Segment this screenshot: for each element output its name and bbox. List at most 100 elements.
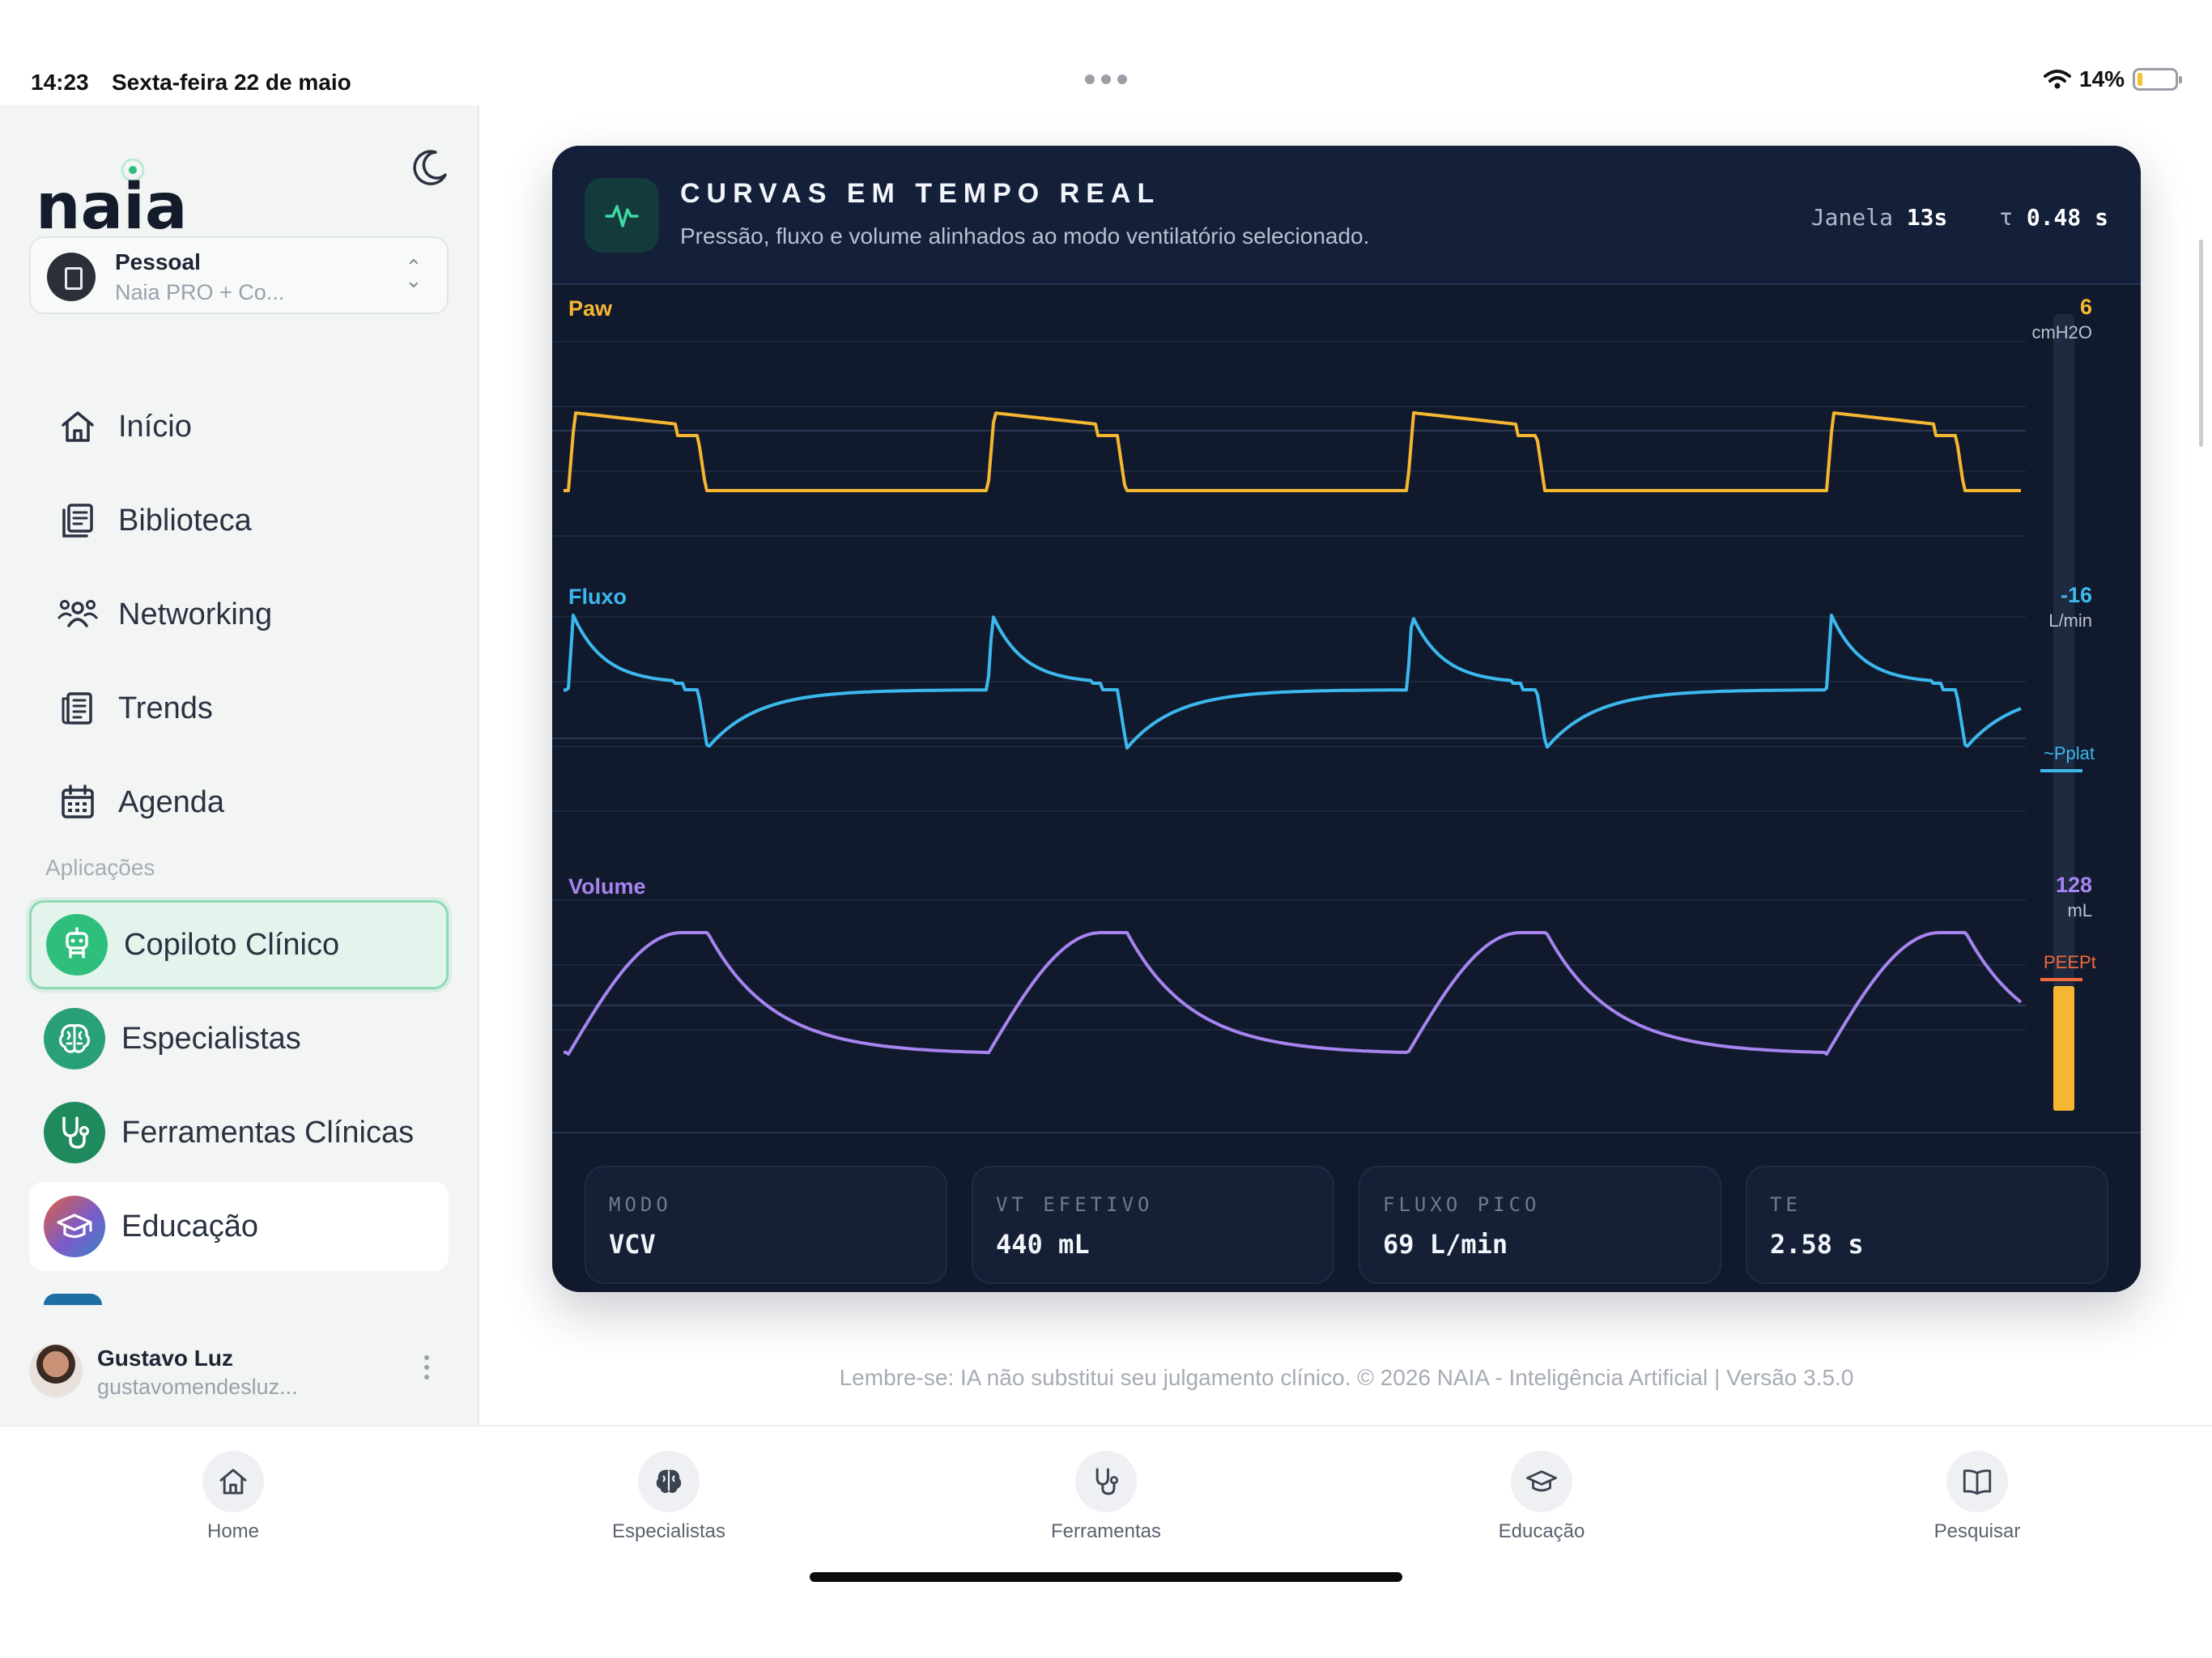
nav-item-agenda[interactable]: Agenda bbox=[29, 766, 449, 839]
tab-label: Educação bbox=[1498, 1520, 1585, 1542]
sidebar: naia Pessoal Naia PRO + Co... ⌃ ⌄ Início … bbox=[0, 105, 479, 1425]
peep-marker bbox=[2040, 978, 2082, 981]
app-item-educacao[interactable]: Educação bbox=[29, 1182, 449, 1271]
book-icon bbox=[1946, 1451, 2008, 1512]
status-time: 14:23 bbox=[31, 70, 89, 95]
stat-value: 2.58 s bbox=[1770, 1229, 1864, 1260]
pressure-gauge-track bbox=[2053, 314, 2074, 1111]
nav-item-trends[interactable]: Trends bbox=[29, 672, 449, 745]
home-indicator[interactable] bbox=[810, 1572, 1402, 1582]
stat-key: TE bbox=[1770, 1193, 1802, 1216]
more-vertical-icon[interactable] bbox=[424, 1355, 431, 1384]
tab-home[interactable]: Home bbox=[144, 1451, 322, 1548]
nav-item-label: Trends bbox=[118, 691, 213, 725]
panel-title: CURVAS EM TEMPO REAL bbox=[680, 178, 1161, 209]
bottom-tab-bar: Home Especialistas Ferramentas Educação … bbox=[0, 1425, 2212, 1658]
tab-label: Especialistas bbox=[611, 1520, 726, 1542]
stat-card-peak-flow: FLUXO PICO 69 L/min bbox=[1359, 1166, 1721, 1284]
workspace-plan: Naia PRO + Co... bbox=[115, 280, 285, 304]
flow-label: Fluxo bbox=[568, 585, 627, 609]
tab-label: Ferramentas bbox=[1050, 1520, 1162, 1542]
app-item-ferramentas-clinicas[interactable]: Ferramentas Clínicas bbox=[29, 1088, 449, 1177]
naia-logo: naia bbox=[36, 154, 198, 244]
nav-item-label: Networking bbox=[118, 597, 273, 631]
brain-icon bbox=[638, 1451, 700, 1512]
tab-label: Pesquisar bbox=[1933, 1520, 2021, 1542]
people-icon bbox=[53, 590, 102, 639]
app-item-label: Copiloto Clínico bbox=[124, 927, 340, 962]
stat-card-te: TE 2.58 s bbox=[1746, 1166, 2108, 1284]
volume-value: 128 bbox=[2055, 873, 2092, 897]
app-item-especialistas[interactable]: Especialistas bbox=[29, 994, 449, 1083]
workspace-name: Pessoal bbox=[115, 249, 201, 274]
logo-wordmark: naia bbox=[36, 171, 188, 235]
avatar bbox=[29, 1344, 83, 1397]
apps-heading: Aplicações bbox=[45, 855, 155, 880]
stat-key: VT EFETIVO bbox=[996, 1193, 1154, 1216]
app-item-copiloto-clinico[interactable]: Copiloto Clínico bbox=[29, 900, 449, 989]
waveform-icon bbox=[585, 178, 659, 253]
tab-ferramentas[interactable]: Ferramentas bbox=[1017, 1451, 1195, 1548]
disclaimer: Lembre-se: IA não substitui seu julgamen… bbox=[839, 1365, 1854, 1390]
volume-trace bbox=[564, 931, 2023, 1056]
calendar-icon bbox=[53, 778, 102, 827]
pressure-gauge-fill bbox=[2053, 986, 2074, 1111]
user-email: gustavomendesluz... bbox=[97, 1375, 298, 1399]
app-item-label: Especialistas bbox=[121, 1021, 301, 1056]
status-bar: 14:23 Sexta-feira 22 de maio 14% bbox=[0, 0, 2212, 105]
flow-value: -16 bbox=[2060, 583, 2092, 607]
nav-item-inicio[interactable]: Início bbox=[29, 390, 449, 463]
moon-icon[interactable] bbox=[408, 146, 452, 189]
chevron-up-down-icon: ⌃ ⌄ bbox=[405, 255, 423, 292]
nav-item-label: Início bbox=[118, 409, 192, 444]
brain-icon bbox=[44, 1008, 105, 1069]
tau-value: 0.48 s bbox=[2026, 204, 2108, 231]
volume-unit: mL bbox=[2067, 900, 2092, 920]
paw-value: 6 bbox=[2079, 295, 2092, 319]
app-item-partial[interactable] bbox=[44, 1294, 102, 1305]
stat-card-mode: MODO VCV bbox=[585, 1166, 947, 1284]
user-profile[interactable]: Gustavo Luz gustavomendesluz... bbox=[29, 1331, 449, 1412]
tab-educacao[interactable]: Educação bbox=[1453, 1451, 1631, 1548]
panel-meta: Janela 13s τ 0.48 s bbox=[1811, 204, 2108, 231]
peep-label: PEEPt bbox=[2044, 952, 2096, 972]
stethoscope-icon bbox=[44, 1102, 105, 1163]
library-icon bbox=[53, 496, 102, 545]
waveform-svg bbox=[552, 314, 2082, 1111]
app-item-label: Educação bbox=[121, 1209, 259, 1244]
paw-unit: cmH2O bbox=[2031, 322, 2092, 342]
wifi-icon bbox=[2044, 70, 2071, 89]
stat-key: FLUXO PICO bbox=[1383, 1193, 1541, 1216]
tab-especialistas[interactable]: Especialistas bbox=[580, 1451, 758, 1548]
nav-item-label: Biblioteca bbox=[118, 503, 252, 538]
scrollbar[interactable] bbox=[2199, 240, 2203, 447]
pplat-marker bbox=[2040, 769, 2082, 772]
panel-header: CURVAS EM TEMPO REAL Pressão, fluxo e vo… bbox=[552, 146, 2141, 285]
stat-value: 69 L/min bbox=[1383, 1229, 1508, 1260]
graduation-cap-icon bbox=[1511, 1451, 1572, 1512]
stat-key: MODO bbox=[609, 1193, 672, 1216]
panel-subtitle: Pressão, fluxo e volume alinhados ao mod… bbox=[680, 223, 1370, 249]
battery-icon bbox=[2133, 68, 2183, 91]
flow-trace bbox=[564, 614, 2022, 750]
user-name: Gustavo Luz bbox=[97, 1346, 234, 1371]
tab-pesquisar[interactable]: Pesquisar bbox=[1888, 1451, 2066, 1548]
nav-item-networking[interactable]: Networking bbox=[29, 578, 449, 651]
multitasking-dots[interactable] bbox=[1085, 74, 1127, 84]
status-right: 14% bbox=[2044, 66, 2183, 92]
battery-percent: 14% bbox=[2079, 66, 2125, 91]
workspace-selector[interactable]: Pessoal Naia PRO + Co... ⌃ ⌄ bbox=[29, 236, 449, 314]
graduation-cap-icon bbox=[44, 1196, 105, 1257]
flow-unit: L/min bbox=[2048, 610, 2092, 631]
tau-label: τ bbox=[1999, 204, 2013, 231]
window-value: 13s bbox=[1906, 204, 1948, 231]
nav-item-label: Agenda bbox=[118, 784, 225, 819]
tab-label: Home bbox=[206, 1520, 260, 1542]
stat-value: VCV bbox=[609, 1229, 656, 1260]
status-date: Sexta-feira 22 de maio bbox=[112, 70, 351, 95]
volume-label: Volume bbox=[568, 874, 646, 899]
home-icon bbox=[53, 402, 102, 451]
robot-icon bbox=[46, 914, 108, 976]
nav-item-biblioteca[interactable]: Biblioteca bbox=[29, 484, 449, 557]
waveform-panel: CURVAS EM TEMPO REAL Pressão, fluxo e vo… bbox=[552, 146, 2141, 1292]
